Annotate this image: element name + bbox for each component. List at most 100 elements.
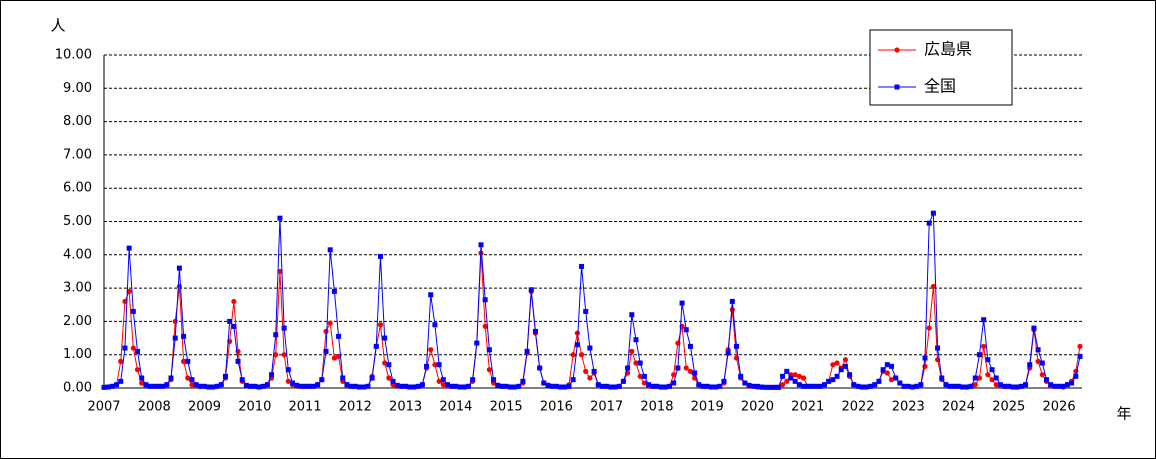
x-tick-label: 2015 — [490, 400, 523, 415]
data-point — [1014, 384, 1020, 390]
data-point — [264, 382, 270, 388]
data-point — [696, 382, 702, 388]
data-point — [180, 358, 187, 364]
x-tick-label: 2012 — [339, 400, 372, 415]
data-point — [537, 365, 543, 371]
data-point — [285, 378, 291, 384]
data-point — [289, 380, 295, 386]
data-point — [231, 298, 237, 305]
data-point — [578, 352, 585, 358]
data-point — [796, 382, 802, 388]
data-point — [876, 378, 882, 384]
data-point — [532, 328, 538, 334]
data-point — [859, 384, 865, 390]
data-point — [436, 362, 442, 368]
data-point — [951, 383, 957, 389]
data-point — [566, 383, 572, 389]
data-point — [662, 384, 668, 390]
data-point — [486, 347, 492, 353]
data-point — [675, 365, 681, 371]
data-point — [218, 382, 224, 388]
data-point — [164, 382, 170, 388]
data-point — [901, 383, 907, 389]
y-tick-label: 2.00 — [63, 314, 92, 329]
data-point — [993, 382, 999, 388]
data-point — [516, 383, 522, 389]
data-point — [817, 383, 823, 389]
data-point — [549, 383, 555, 389]
data-point — [340, 375, 346, 381]
data-point — [495, 382, 501, 388]
data-point — [231, 323, 237, 329]
data-point — [884, 370, 890, 376]
data-point — [1006, 383, 1012, 389]
data-point — [968, 383, 974, 389]
data-point — [838, 367, 844, 373]
data-point — [323, 328, 329, 334]
y-tick-label: 5.00 — [63, 214, 92, 229]
data-point — [130, 308, 136, 314]
data-point — [1048, 382, 1054, 388]
data-point — [650, 383, 656, 389]
data-point — [331, 355, 337, 361]
data-point — [616, 383, 622, 389]
x-tick-label: 2011 — [289, 400, 322, 415]
data-point — [721, 378, 727, 384]
data-point — [478, 242, 484, 248]
data-point — [461, 384, 467, 390]
data-point — [118, 358, 124, 364]
data-point — [248, 383, 254, 389]
data-point — [612, 384, 618, 390]
x-tick-label: 2018 — [640, 400, 673, 415]
data-point — [135, 348, 141, 354]
data-point — [252, 383, 258, 389]
data-point — [319, 377, 325, 383]
data-point — [377, 322, 384, 328]
data-point — [796, 373, 802, 379]
data-point — [185, 375, 191, 381]
data-point — [130, 345, 136, 351]
data-point — [792, 372, 798, 378]
data-point — [118, 378, 124, 384]
data-point — [922, 355, 928, 361]
data-point — [947, 383, 953, 389]
y-tick-label: 10.00 — [55, 48, 92, 63]
y-tick-label: 0.00 — [63, 381, 92, 396]
data-point — [826, 378, 832, 384]
data-point — [428, 292, 434, 298]
data-point — [583, 368, 589, 374]
data-point — [315, 382, 321, 388]
y-tick-label: 4.00 — [63, 247, 92, 262]
y-tick-label: 3.00 — [63, 281, 92, 296]
data-point — [1039, 360, 1045, 366]
data-point — [210, 384, 216, 390]
data-point — [323, 348, 329, 354]
data-point — [327, 247, 333, 253]
data-point — [981, 317, 987, 323]
data-point — [202, 383, 208, 389]
data-point — [784, 378, 790, 384]
data-point — [440, 377, 446, 383]
data-point — [185, 358, 191, 364]
data-point — [482, 297, 488, 303]
data-point — [1073, 373, 1079, 379]
data-point — [197, 383, 203, 389]
data-point — [139, 380, 145, 386]
data-point — [1035, 347, 1041, 353]
data-point — [302, 383, 308, 389]
data-point — [256, 384, 262, 390]
data-point — [436, 378, 442, 384]
data-point — [784, 368, 790, 374]
data-point — [754, 383, 760, 389]
data-point — [704, 383, 710, 389]
data-point — [972, 382, 978, 388]
data-point — [298, 383, 304, 389]
data-point — [713, 384, 719, 390]
data-point — [382, 360, 388, 366]
data-point — [273, 332, 279, 338]
data-point — [1056, 383, 1062, 389]
data-point — [1069, 380, 1075, 386]
data-point — [880, 367, 886, 373]
data-point — [683, 365, 689, 371]
